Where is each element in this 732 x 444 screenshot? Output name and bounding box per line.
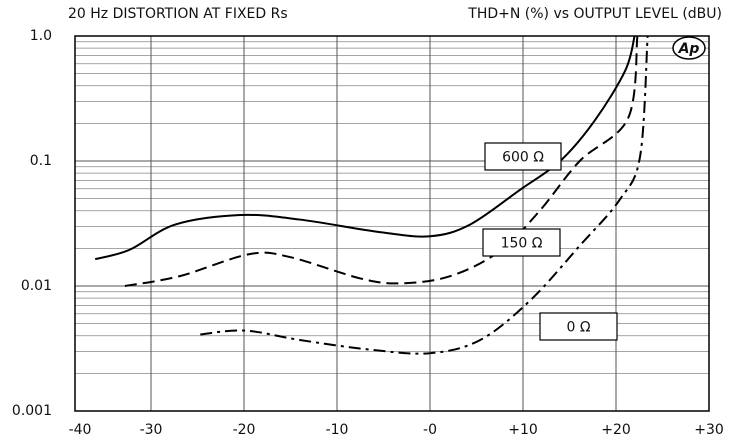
y-tick-label: 1.0 — [30, 28, 52, 44]
x-tick-label: -20 — [233, 422, 256, 438]
series-line — [124, 36, 639, 287]
plot-frame — [74, 35, 710, 412]
logo-ring — [672, 36, 706, 60]
series-label: 0 Ω — [566, 320, 590, 336]
chart-subtitle: THD+N (%) vs OUTPUT LEVEL (dBU) — [467, 6, 722, 22]
y-tick-label: 0.1 — [30, 153, 52, 169]
series-label-box — [484, 142, 562, 171]
x-tick-label: +10 — [508, 422, 538, 438]
series-label: 150 Ω — [501, 236, 543, 252]
y-tick-label: 0.01 — [21, 278, 52, 294]
series-line — [94, 36, 636, 261]
x-tick-label: -0 — [423, 422, 437, 438]
series-line — [200, 36, 649, 355]
y-tick-label: 0.001 — [12, 403, 52, 419]
x-tick-label: +20 — [601, 422, 631, 438]
series-label: 600 Ω — [502, 150, 544, 166]
x-tick-label: -10 — [326, 422, 349, 438]
x-tick-label: +30 — [694, 422, 724, 438]
x-tick-label: -30 — [140, 422, 163, 438]
x-tick-label: -40 — [69, 422, 92, 438]
chart-title: 20 Hz DISTORTION AT FIXED Rs — [68, 6, 288, 22]
series-label-box — [539, 312, 618, 341]
logo: Ap — [678, 41, 700, 57]
series-label-box — [482, 228, 561, 257]
